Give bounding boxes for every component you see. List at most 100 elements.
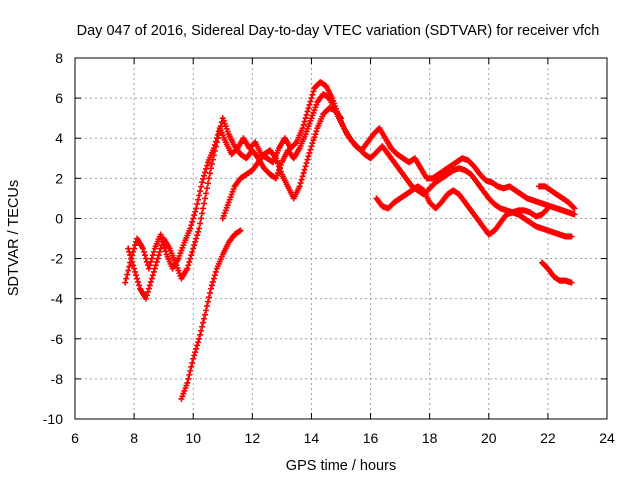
data-point	[132, 242, 139, 249]
data-point	[205, 298, 211, 305]
data-point	[204, 162, 211, 169]
data-point	[312, 131, 319, 138]
data-point	[310, 137, 317, 144]
data-point	[126, 248, 133, 255]
data-point	[155, 252, 162, 259]
data-point	[308, 95, 315, 102]
data-point	[206, 170, 213, 177]
data-point	[207, 165, 214, 172]
data-point	[206, 289, 213, 296]
data-point	[193, 205, 200, 212]
data-point	[571, 205, 578, 212]
data-point	[570, 204, 577, 211]
y-tick-label: -8	[51, 371, 64, 387]
data-point	[207, 285, 214, 292]
data-point	[568, 233, 575, 240]
x-tick-label: 14	[304, 430, 320, 446]
data-point	[544, 205, 551, 212]
data-point	[202, 311, 209, 318]
data-point	[143, 292, 150, 299]
data-point	[196, 335, 203, 342]
data-point	[309, 91, 316, 98]
data-point	[130, 262, 137, 269]
x-tick-label: 16	[363, 430, 379, 446]
data-point	[132, 268, 139, 275]
data-point	[311, 134, 318, 141]
x-tick-label: 6	[71, 430, 79, 446]
series-track-3	[178, 227, 244, 402]
data-point	[307, 98, 314, 105]
x-axis-label: GPS time / hours	[286, 458, 396, 474]
data-point	[199, 179, 206, 186]
series-track-2	[125, 91, 575, 302]
data-point	[188, 222, 195, 229]
y-tick-label: 4	[55, 130, 63, 146]
data-point	[146, 282, 153, 289]
data-point	[124, 271, 131, 278]
data-point	[304, 156, 311, 163]
x-tick-label: 24	[599, 430, 615, 446]
data-point	[187, 225, 194, 232]
data-point	[205, 180, 211, 187]
data-point	[157, 245, 164, 252]
data-point	[149, 272, 156, 279]
data-point	[189, 359, 196, 366]
data-point	[125, 245, 132, 252]
data-point	[140, 248, 147, 255]
data-point	[204, 303, 211, 310]
data-point	[313, 128, 320, 135]
data-point	[139, 245, 146, 252]
plot-frame	[74, 57, 608, 420]
data-point	[157, 231, 164, 238]
data-point	[208, 282, 215, 289]
data-point	[191, 352, 198, 359]
data-point	[212, 143, 219, 150]
data-point	[309, 140, 316, 147]
data-point	[296, 183, 303, 190]
y-tick-label: 2	[55, 170, 63, 186]
data-point	[147, 258, 154, 265]
data-point	[194, 342, 201, 349]
data-point	[203, 190, 210, 197]
data-point	[299, 173, 306, 180]
data-point	[301, 118, 308, 125]
data-point	[126, 263, 133, 270]
data-point	[190, 355, 197, 362]
chart-title: Day 047 of 2016, Sidereal Day-to-day VTE…	[77, 23, 600, 39]
y-axis-label: SDTVAR / TECUs	[6, 180, 22, 296]
data-point	[185, 375, 192, 382]
data-point	[190, 245, 197, 252]
data-point	[301, 166, 308, 173]
data-point	[150, 268, 157, 275]
data-point	[568, 279, 575, 286]
y-tick-label: 6	[55, 90, 63, 106]
data-point	[127, 252, 134, 259]
x-tick-label: 22	[540, 430, 556, 446]
data-point	[304, 108, 311, 115]
data-point	[338, 115, 344, 122]
data-point	[200, 176, 207, 183]
data-point	[298, 176, 305, 183]
data-point	[210, 152, 217, 159]
data-point	[134, 275, 141, 282]
data-point	[305, 153, 312, 160]
y-tick-label: 8	[55, 50, 63, 66]
data-markers	[122, 79, 578, 402]
x-tick-label: 10	[185, 430, 201, 446]
data-point	[190, 215, 197, 222]
data-point	[154, 255, 161, 262]
data-point	[307, 146, 314, 153]
data-point	[209, 156, 216, 163]
data-point	[184, 265, 191, 272]
data-point	[302, 163, 309, 170]
data-point	[201, 172, 208, 179]
data-point	[571, 211, 578, 218]
data-point	[195, 339, 202, 346]
data-point	[197, 331, 204, 338]
data-point	[185, 262, 192, 269]
data-point	[146, 262, 153, 269]
y-tick-label: -10	[43, 411, 63, 427]
data-point	[194, 201, 201, 208]
data-point	[302, 115, 309, 122]
data-point	[189, 248, 196, 255]
